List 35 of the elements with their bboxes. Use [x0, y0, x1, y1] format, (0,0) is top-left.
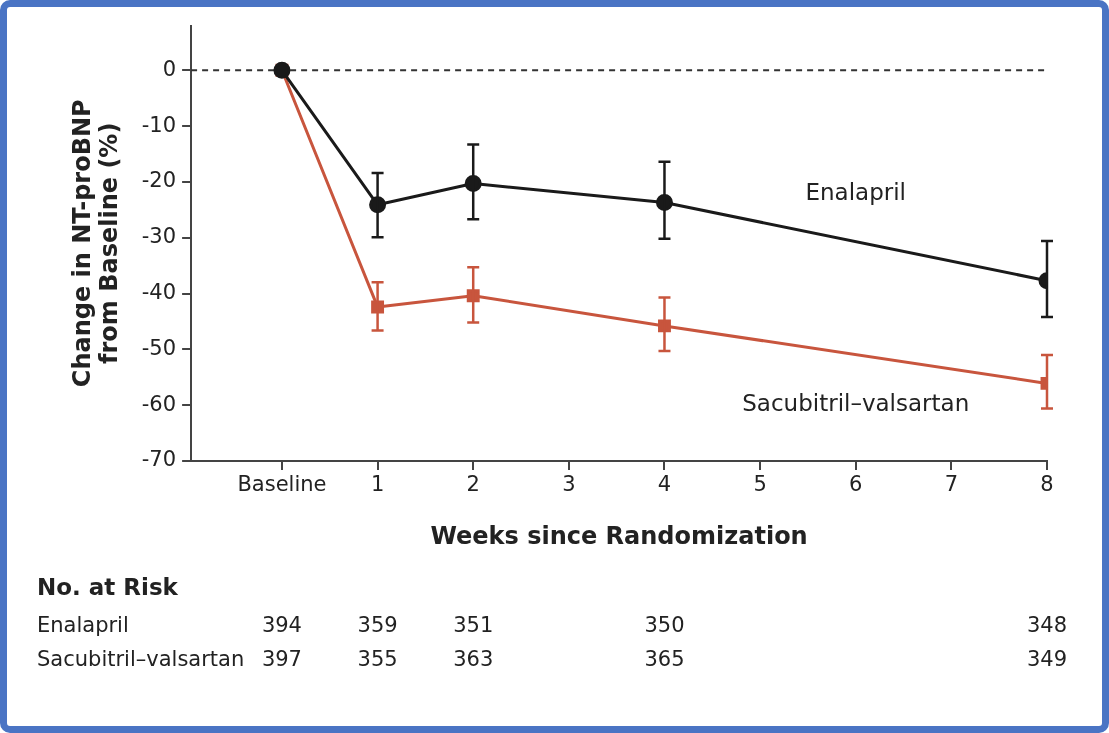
y-tick-label: -70 — [141, 447, 177, 472]
x-tick-label: 3 — [562, 472, 576, 497]
text: 348 — [1026, 613, 1068, 638]
text: 363 — [453, 647, 494, 672]
x-tick-label: 6 — [849, 472, 863, 497]
text: No. at Risk — [37, 573, 179, 600]
y-tick-label: -40 — [141, 279, 177, 304]
x-tick-label: 2 — [466, 472, 480, 497]
x-axis-title: Weeks since Randomization — [430, 521, 808, 550]
text: 355 — [357, 647, 398, 672]
x-tick-label: Baseline — [237, 472, 327, 497]
x-tick-label: 4 — [657, 472, 672, 497]
series-label: Enalapril — [805, 178, 906, 205]
x-tick-label: 8 — [1040, 472, 1054, 497]
text: 349 — [1026, 647, 1068, 672]
y-tick-label: -10 — [141, 112, 177, 137]
y-axis-title: Change in NT-proBNP from Baseline (%) — [68, 99, 123, 388]
x-tick-label: 5 — [753, 472, 767, 497]
text: Enalapril — [37, 613, 129, 638]
x-tick-label: 1 — [370, 472, 385, 497]
text: 351 — [453, 613, 494, 638]
y-tick-label: -20 — [141, 168, 177, 193]
y-tick-label: -30 — [141, 224, 177, 249]
y-tick-label: -50 — [141, 335, 177, 360]
text: 359 — [357, 613, 398, 638]
text: 365 — [644, 647, 685, 672]
y-tick-label: -60 — [141, 391, 177, 416]
text: 350 — [644, 613, 685, 638]
series-label: Sacubitril–valsartan — [742, 389, 970, 416]
text: 397 — [261, 647, 302, 672]
y-tick-label: 0 — [162, 56, 177, 81]
text: 394 — [261, 613, 302, 638]
point — [466, 289, 480, 303]
text: Sacubitril–valsartan — [37, 647, 245, 672]
x-tick-label: 7 — [944, 472, 959, 497]
